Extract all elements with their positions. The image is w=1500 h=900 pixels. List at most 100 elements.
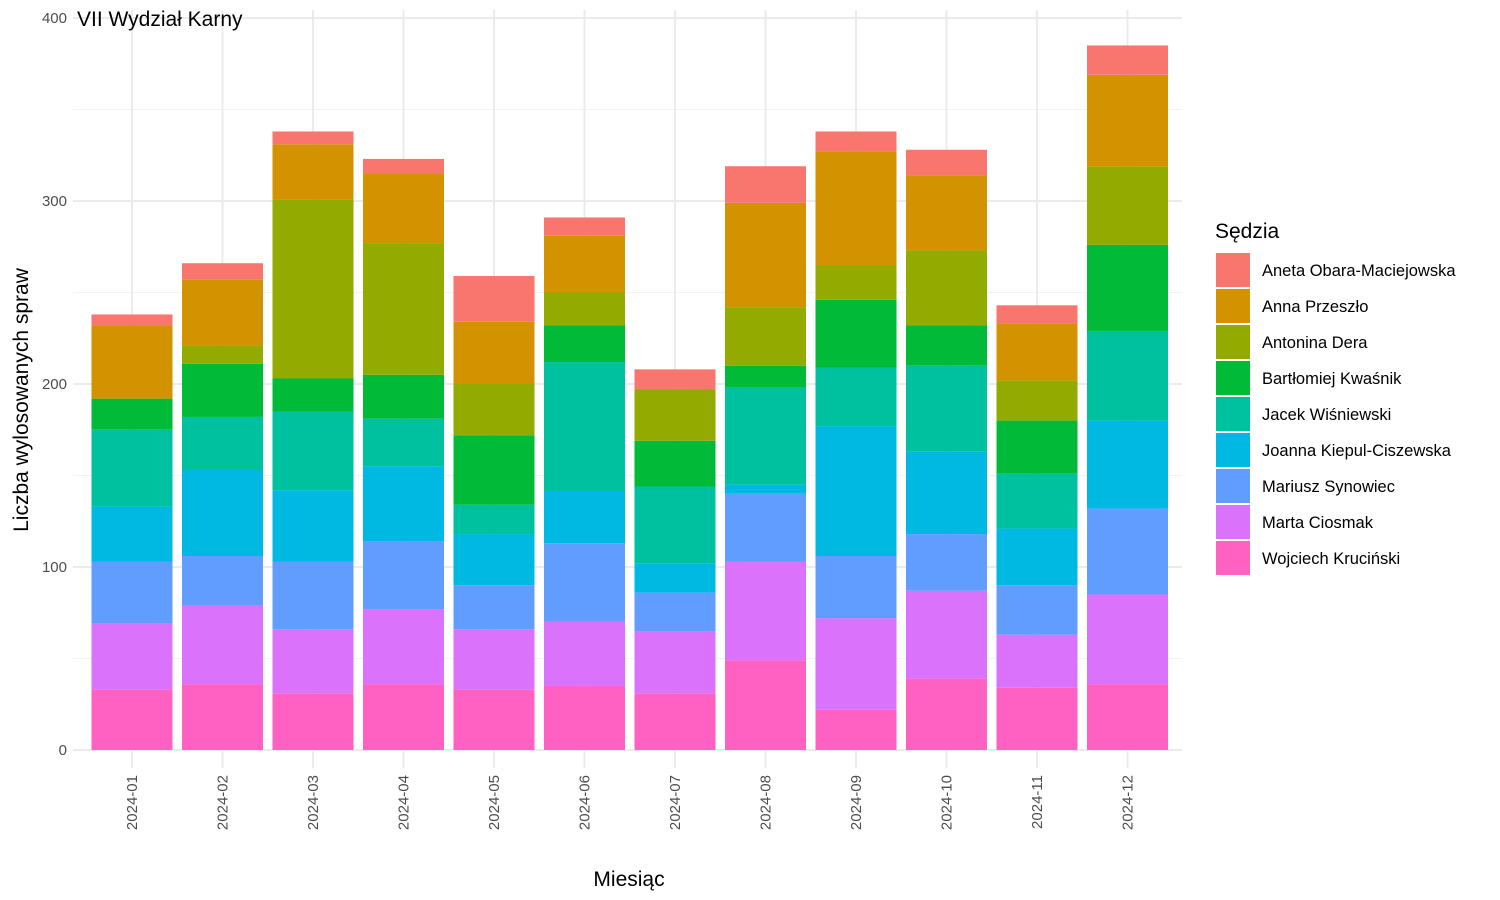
bar-segment: Aneta Obara-Maciejowska 2024-07: 11 [634, 369, 716, 390]
legend-swatch [1216, 325, 1250, 359]
x-tick-label: 2024-09 [848, 775, 865, 830]
legend-label: Mariusz Synowiec [1262, 478, 1395, 496]
bar-segment: Anna Przeszło 2024-02: 36 [182, 279, 263, 346]
bar-segment: Wojciech Kruciński 2024-10: 39 [906, 678, 987, 750]
bar-segment: Jacek Wiśniewski 2024-07: 42 [634, 486, 716, 564]
legend-label: Wojciech Kruciński [1262, 550, 1400, 568]
x-tick-label: 2024-04 [396, 775, 413, 830]
bar-segment: Marta Ciosmak 2024-07: 34 [634, 631, 716, 694]
legend-label: Joanna Kiepul-Ciszewska [1262, 442, 1452, 460]
bar-segment: Antonina Dera 2024-07: 28 [634, 389, 716, 441]
bar-segment: Marta Ciosmak 2024-08: 54 [725, 561, 806, 661]
bar-segment: Wojciech Kruciński 2024-06: 35 [544, 685, 625, 750]
bar-segment: Antonina Dera 2024-11: 22 [996, 380, 1078, 421]
bar-segment: Antonina Dera 2024-04: 72 [363, 243, 444, 375]
bar-segment: Anna Przeszło 2024-06: 31 [544, 235, 625, 293]
y-tick-label: 200 [42, 376, 67, 393]
bar-segment: Jacek Wiśniewski 2024-08: 53 [725, 387, 806, 485]
bar-segment: Mariusz Synowiec 2024-11: 27 [996, 585, 1078, 635]
bar-segment: Antonina Dera 2024-08: 32 [725, 307, 806, 366]
bar-segment: Bartłomiej Kwaśnik 2024-06: 20 [544, 325, 625, 363]
bar-segment: Bartłomiej Kwaśnik 2024-08: 12 [725, 365, 806, 388]
bar-segment: Mariusz Synowiec 2024-03: 37 [272, 561, 354, 630]
bar-segment: Wojciech Kruciński 2024-04: 36 [363, 684, 444, 750]
legend-label: Bartłomiej Kwaśnik [1262, 370, 1402, 388]
bar-segment: Wojciech Kruciński 2024-09: 22 [815, 709, 897, 750]
bar-segment: Mariusz Synowiec 2024-09: 34 [815, 556, 897, 619]
bar-segment: Antonina Dera 2024-06: 18 [544, 292, 625, 326]
bar-segment: Wojciech Kruciński 2024-07: 31 [634, 693, 716, 750]
y-tick-label: 0 [59, 742, 67, 759]
bar-segment: Antonina Dera 2024-09: 19 [815, 265, 897, 300]
x-tick-label: 2024-02 [215, 775, 232, 830]
bar-segment: Aneta Obara-Maciejowska 2024-08: 20 [725, 166, 806, 203]
bar-segment: Aneta Obara-Maciejowska 2024-11: 10 [996, 305, 1078, 324]
bar-segment: Joanna Kiepul-Ciszewska 2024-08: 5 [725, 484, 806, 494]
bar-segment: Marta Ciosmak 2024-12: 49 [1087, 594, 1168, 685]
bar-segment: Bartłomiej Kwaśnik 2024-10: 22 [906, 325, 987, 366]
bar-segment: Bartłomiej Kwaśnik 2024-03: 18 [272, 378, 354, 412]
legend-swatch [1216, 433, 1250, 467]
bar-segment: Anna Przeszło 2024-05: 34 [453, 321, 535, 384]
bar-segment: Antonina Dera 2024-12: 43 [1087, 166, 1168, 245]
bar-segment: Jacek Wiśniewski 2024-12: 49 [1087, 330, 1168, 421]
y-axis-ticks: 0 100 200 300 400 [42, 10, 67, 759]
bar-segment: Marta Ciosmak 2024-11: 29 [996, 634, 1078, 688]
bar-segment: Antonina Dera 2024-02: 10 [182, 345, 263, 364]
x-tick-label: 2024-01 [124, 775, 141, 830]
bar-segment: Marta Ciosmak 2024-02: 43 [182, 605, 263, 685]
bar-segment: Anna Przeszło 2024-08: 57 [725, 202, 806, 308]
legend-swatch [1216, 253, 1250, 287]
bar-segment: Bartłomiej Kwaśnik 2024-12: 47 [1087, 244, 1168, 331]
x-tick-label: 2024-05 [486, 775, 503, 830]
legend-label: Aneta Obara-Maciejowska [1262, 262, 1456, 280]
bar-segment: Antonina Dera 2024-05: 28 [453, 384, 535, 436]
bar-segment: Aneta Obara-Maciejowska 2024-03: 7 [272, 131, 354, 145]
bar-segment: Anna Przeszło 2024-11: 31 [996, 323, 1078, 381]
y-axis-title: Liczba wylosowanych spraw [10, 267, 33, 532]
bar-segment: Mariusz Synowiec 2024-08: 37 [725, 493, 806, 562]
bar-segment: Mariusz Synowiec 2024-02: 27 [182, 556, 263, 606]
bar-segment: Aneta Obara-Maciejowska 2024-01: 6 [91, 314, 173, 326]
legend-swatch [1216, 505, 1250, 539]
bar-segment: Aneta Obara-Maciejowska 2024-09: 11 [815, 131, 897, 152]
bar-segment: Mariusz Synowiec 2024-12: 47 [1087, 508, 1168, 595]
bar-segment: Joanna Kiepul-Ciszewska 2024-11: 31 [996, 528, 1078, 586]
bar-segment: Aneta Obara-Maciejowska 2024-06: 10 [544, 217, 625, 236]
bar-segment: Joanna Kiepul-Ciszewska 2024-09: 71 [815, 426, 897, 557]
bar-segment: Wojciech Kruciński 2024-03: 31 [272, 693, 354, 750]
bar-segment: Joanna Kiepul-Ciszewska 2024-12: 48 [1087, 420, 1168, 509]
bar-segment: Jacek Wiśniewski 2024-05: 16 [453, 504, 535, 535]
bar-segment: Marta Ciosmak 2024-10: 48 [906, 590, 987, 679]
bar-segment: Anna Przeszło 2024-04: 38 [363, 173, 444, 244]
bar-segment: Aneta Obara-Maciejowska 2024-12: 16 [1087, 45, 1168, 75]
legend-swatch [1216, 289, 1250, 323]
bar-segment: Mariusz Synowiec 2024-06: 43 [544, 543, 625, 622]
y-tick-label: 300 [42, 193, 67, 210]
bar-segment: Wojciech Kruciński 2024-11: 34 [996, 687, 1078, 750]
bar-segment: Antonina Dera 2024-03: 98 [272, 199, 354, 379]
bar-segment: Joanna Kiepul-Ciszewska 2024-05: 28 [453, 534, 535, 586]
bar-segment: Wojciech Kruciński 2024-05: 33 [453, 689, 535, 750]
bars: Wojciech Kruciński 2024-01: 33Marta Cios… [91, 45, 1168, 750]
bar-segment: Mariusz Synowiec 2024-01: 34 [91, 561, 173, 624]
bar-segment: Jacek Wiśniewski 2024-02: 29 [182, 416, 263, 471]
bar-segment: Anna Przeszło 2024-12: 50 [1087, 74, 1168, 167]
bar-segment: Joanna Kiepul-Ciszewska 2024-10: 45 [906, 451, 987, 535]
bar-segment: Anna Przeszło 2024-10: 41 [906, 175, 987, 251]
x-tick-label: 2024-03 [305, 775, 322, 830]
bar-segment: Jacek Wiśniewski 2024-06: 71 [544, 362, 625, 492]
bar-segment: Marta Ciosmak 2024-01: 36 [91, 623, 173, 690]
bar-segment: Joanna Kiepul-Ciszewska 2024-04: 41 [363, 466, 444, 542]
legend-swatch [1216, 469, 1250, 503]
legend-label: Anna Przeszło [1262, 298, 1368, 316]
bar-segment: Marta Ciosmak 2024-05: 33 [453, 629, 535, 690]
bar-segment: Wojciech Kruciński 2024-08: 49 [725, 660, 806, 750]
legend-label: Jacek Wiśniewski [1262, 406, 1391, 424]
x-axis-ticks: 2024-01 2024-02 2024-03 2024-04 2024-05 2024-… [124, 775, 1137, 830]
bar-segment: Wojciech Kruciński 2024-01: 33 [91, 689, 173, 750]
bar-segment: Bartłomiej Kwaśnik 2024-05: 38 [453, 435, 535, 505]
bar-segment: Joanna Kiepul-Ciszewska 2024-07: 16 [634, 563, 716, 593]
bar-segment: Anna Przeszło 2024-03: 30 [272, 144, 354, 200]
